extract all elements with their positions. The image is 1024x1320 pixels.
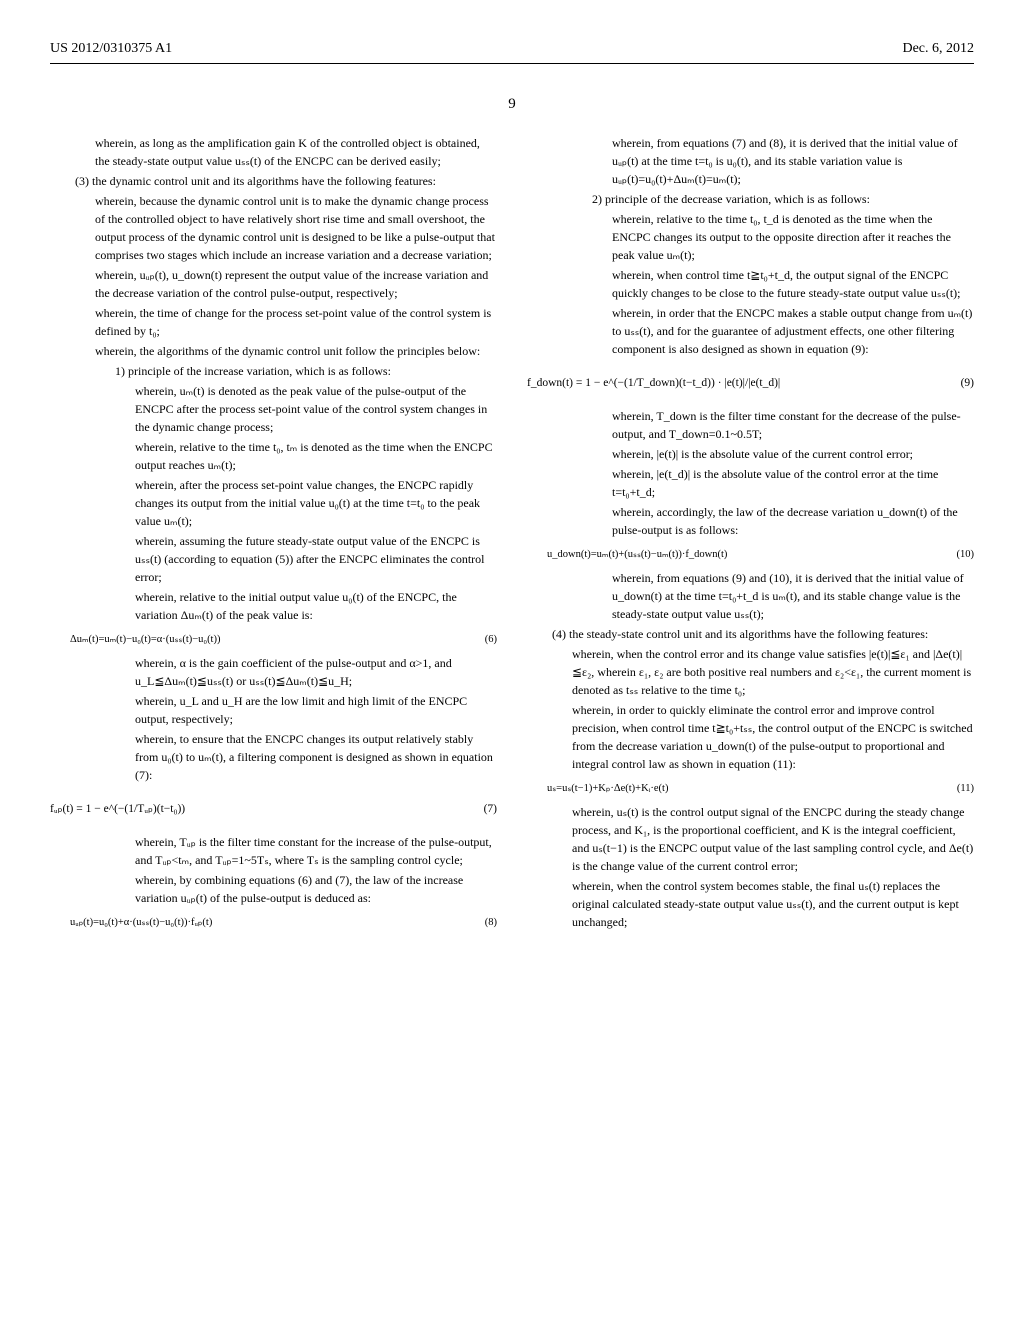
body-text: wherein, to ensure that the ENCPC change… bbox=[50, 730, 497, 784]
body-text: wherein, from equations (9) and (10), it… bbox=[527, 569, 974, 623]
equation-number: (6) bbox=[485, 632, 497, 648]
page-number: 9 bbox=[50, 94, 974, 114]
body-text: 2) principle of the decrease variation, … bbox=[527, 190, 974, 208]
page-header: US 2012/0310375 A1 Dec. 6, 2012 bbox=[50, 40, 974, 64]
body-text: wherein, accordingly, the law of the dec… bbox=[527, 503, 974, 539]
body-text: wherein, when the control error and its … bbox=[527, 645, 974, 699]
body-text: wherein, from equations (7) and (8), it … bbox=[527, 134, 974, 188]
equation-number: (7) bbox=[474, 801, 497, 818]
equation-content: Δuₘ(t)=uₘ(t)−u₀(t)=α·(uₛₛ(t)−u₀(t)) bbox=[70, 632, 220, 648]
body-text: wherein, T_down is the filter time const… bbox=[527, 407, 974, 443]
body-text: wherein, |e(t_d)| is the absolute value … bbox=[527, 465, 974, 501]
body-text: wherein, relative to the initial output … bbox=[50, 588, 497, 624]
body-text: wherein, the algorithms of the dynamic c… bbox=[50, 342, 497, 360]
body-text: wherein, when the control system becomes… bbox=[527, 877, 974, 931]
body-text: wherein, assuming the future steady-stat… bbox=[50, 532, 497, 586]
equation-8: uᵤₚ(t)=u₀(t)+α·(uₛₛ(t)−u₀(t))·fᵤₚ(t) (8) bbox=[50, 909, 497, 937]
body-text: wherein, uₘ(t) is denoted as the peak va… bbox=[50, 382, 497, 436]
text-columns: wherein, as long as the amplification ga… bbox=[50, 134, 974, 937]
equation-9: f_down(t) = 1 − e^(−(1/T_down)(t−t_d)) ·… bbox=[527, 360, 974, 407]
body-text: wherein, in order that the ENCPC makes a… bbox=[527, 304, 974, 358]
equation-content: f_down(t) = 1 − e^(−(1/T_down)(t−t_d)) ·… bbox=[527, 375, 951, 392]
equation-content: u_down(t)=uₘ(t)+(uₛₛ(t)−uₘ(t))·f_down(t) bbox=[547, 547, 727, 563]
equation-number: (8) bbox=[485, 915, 497, 931]
body-text: wherein, relative to the time t₀, t_d is… bbox=[527, 210, 974, 264]
body-text: (4) the steady-state control unit and it… bbox=[527, 625, 974, 643]
body-text: wherein, |e(t)| is the absolute value of… bbox=[527, 445, 974, 463]
body-text: 1) principle of the increase variation, … bbox=[50, 362, 497, 380]
body-text: wherein, uᵤₚ(t), u_down(t) represent the… bbox=[50, 266, 497, 302]
body-text: wherein, by combining equations (6) and … bbox=[50, 871, 497, 907]
body-text: wherein, Tᵤₚ is the filter time constant… bbox=[50, 833, 497, 869]
body-text: wherein, because the dynamic control uni… bbox=[50, 192, 497, 264]
body-text: wherein, u_L and u_H are the low limit a… bbox=[50, 692, 497, 728]
body-text: wherein, as long as the amplification ga… bbox=[50, 134, 497, 170]
publication-number: US 2012/0310375 A1 bbox=[50, 40, 172, 59]
equation-number: (9) bbox=[951, 375, 974, 392]
equation-content: fᵤₚ(t) = 1 − e^(−(1/Tᵤₚ)(t−t₀)) bbox=[50, 801, 474, 818]
equation-content: uᵤₚ(t)=u₀(t)+α·(uₛₛ(t)−u₀(t))·fᵤₚ(t) bbox=[70, 915, 212, 931]
equation-7: fᵤₚ(t) = 1 − e^(−(1/Tᵤₚ)(t−t₀)) (7) bbox=[50, 786, 497, 833]
left-column: wherein, as long as the amplification ga… bbox=[50, 134, 497, 937]
body-text: wherein, after the process set-point val… bbox=[50, 476, 497, 530]
equation-6: Δuₘ(t)=uₘ(t)−u₀(t)=α·(uₛₛ(t)−u₀(t)) (6) bbox=[50, 626, 497, 654]
equation-10: u_down(t)=uₘ(t)+(uₛₛ(t)−uₘ(t))·f_down(t)… bbox=[527, 541, 974, 569]
body-text: wherein, relative to the time t₀, tₘ is … bbox=[50, 438, 497, 474]
publication-date: Dec. 6, 2012 bbox=[902, 40, 974, 59]
right-column: wherein, from equations (7) and (8), it … bbox=[527, 134, 974, 937]
equation-number: (10) bbox=[957, 547, 975, 563]
equation-11: uₛ=uₛ(t−1)+Kₚ·Δe(t)+Kᵢ·e(t) (11) bbox=[527, 775, 974, 803]
body-text: wherein, when control time t≧t₀+t_d, the… bbox=[527, 266, 974, 302]
equation-number: (11) bbox=[957, 781, 974, 797]
body-text: wherein, in order to quickly eliminate t… bbox=[527, 701, 974, 773]
body-text: wherein, the time of change for the proc… bbox=[50, 304, 497, 340]
body-text: wherein, α is the gain coefficient of th… bbox=[50, 654, 497, 690]
body-text: (3) the dynamic control unit and its alg… bbox=[50, 172, 497, 190]
body-text: wherein, uₛ(t) is the control output sig… bbox=[527, 803, 974, 875]
equation-content: uₛ=uₛ(t−1)+Kₚ·Δe(t)+Kᵢ·e(t) bbox=[547, 781, 668, 797]
